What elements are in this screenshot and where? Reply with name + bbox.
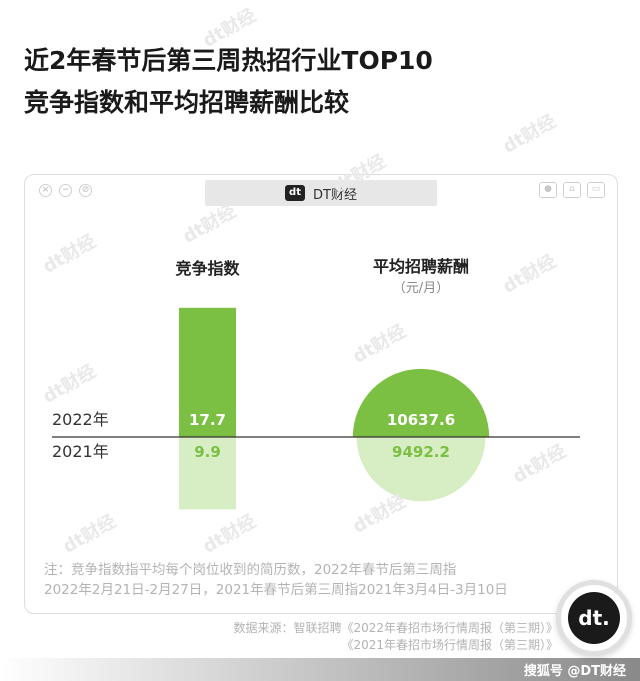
- title-line-1: 近2年春节后第三周热招行业TOP10: [24, 46, 433, 75]
- note-line-2: 2022年2月21日-2月27日，2021年春节后第三周指2021年3月4日-3…: [44, 582, 508, 598]
- half-circle-2021: [356, 437, 486, 502]
- block-icon[interactable]: ⊘: [79, 184, 92, 197]
- dt-badge-logo: dt.: [568, 592, 620, 644]
- title-line-2: 竞争指数和平均招聘薪酬比较: [24, 88, 350, 117]
- window-tab[interactable]: dt DT财经: [205, 180, 437, 206]
- data-label: 9.9: [194, 443, 221, 461]
- minimize-icon[interactable]: −: [59, 184, 72, 197]
- window-icon[interactable]: ▭: [587, 182, 605, 198]
- half-circle-2022: [352, 368, 490, 437]
- close-icon[interactable]: ×: [39, 184, 52, 197]
- chart-note: 注：竞争指数指平均每个岗位收到的简历数，2022年春节后第三周指 2022年2月…: [44, 560, 564, 600]
- dt-logo-icon: dt: [285, 185, 306, 201]
- panel-unit: （元/月）: [393, 281, 449, 296]
- data-label: 10637.6: [387, 411, 455, 429]
- tab-label: DT财经: [313, 187, 357, 203]
- window-controls: × − ⊘: [39, 184, 92, 197]
- row-label: 2022年: [52, 410, 109, 429]
- footer-bar: [0, 658, 640, 681]
- footer-credit: 搜狐号 @DT财经: [523, 664, 626, 679]
- home-icon[interactable]: ⌂: [563, 182, 581, 198]
- data-source: 数据来源：智联招聘《2022年春招市场行情周报（第三期）》 《2021年春招市场…: [233, 620, 558, 654]
- panel-title: 竞争指数: [175, 259, 240, 278]
- data-label: 9492.2: [392, 443, 450, 461]
- dt-badge[interactable]: dt.: [556, 580, 632, 656]
- bar-2021: [179, 437, 236, 510]
- bar-2022: [179, 307, 236, 437]
- data-label: 17.7: [189, 411, 226, 429]
- record-icon[interactable]: ●: [539, 182, 557, 198]
- chart-window: × − ⊘ dt DT财经 ● ⌂ ▭: [24, 174, 618, 614]
- row-label: 2021年: [52, 442, 109, 461]
- window-tools: ● ⌂ ▭: [539, 182, 605, 198]
- page-title: 近2年春节后第三周热招行业TOP10 竞争指数和平均招聘薪酬比较: [24, 40, 616, 124]
- panel-title: 平均招聘薪酬: [373, 257, 469, 276]
- source-line-1: 数据来源：智联招聘《2022年春招市场行情周报（第三期）》: [233, 621, 558, 635]
- note-line-1: 注：竞争指数指平均每个岗位收到的简历数，2022年春节后第三周指: [44, 562, 457, 578]
- source-line-2: 《2021年春招市场行情周报（第三期）》: [341, 638, 558, 652]
